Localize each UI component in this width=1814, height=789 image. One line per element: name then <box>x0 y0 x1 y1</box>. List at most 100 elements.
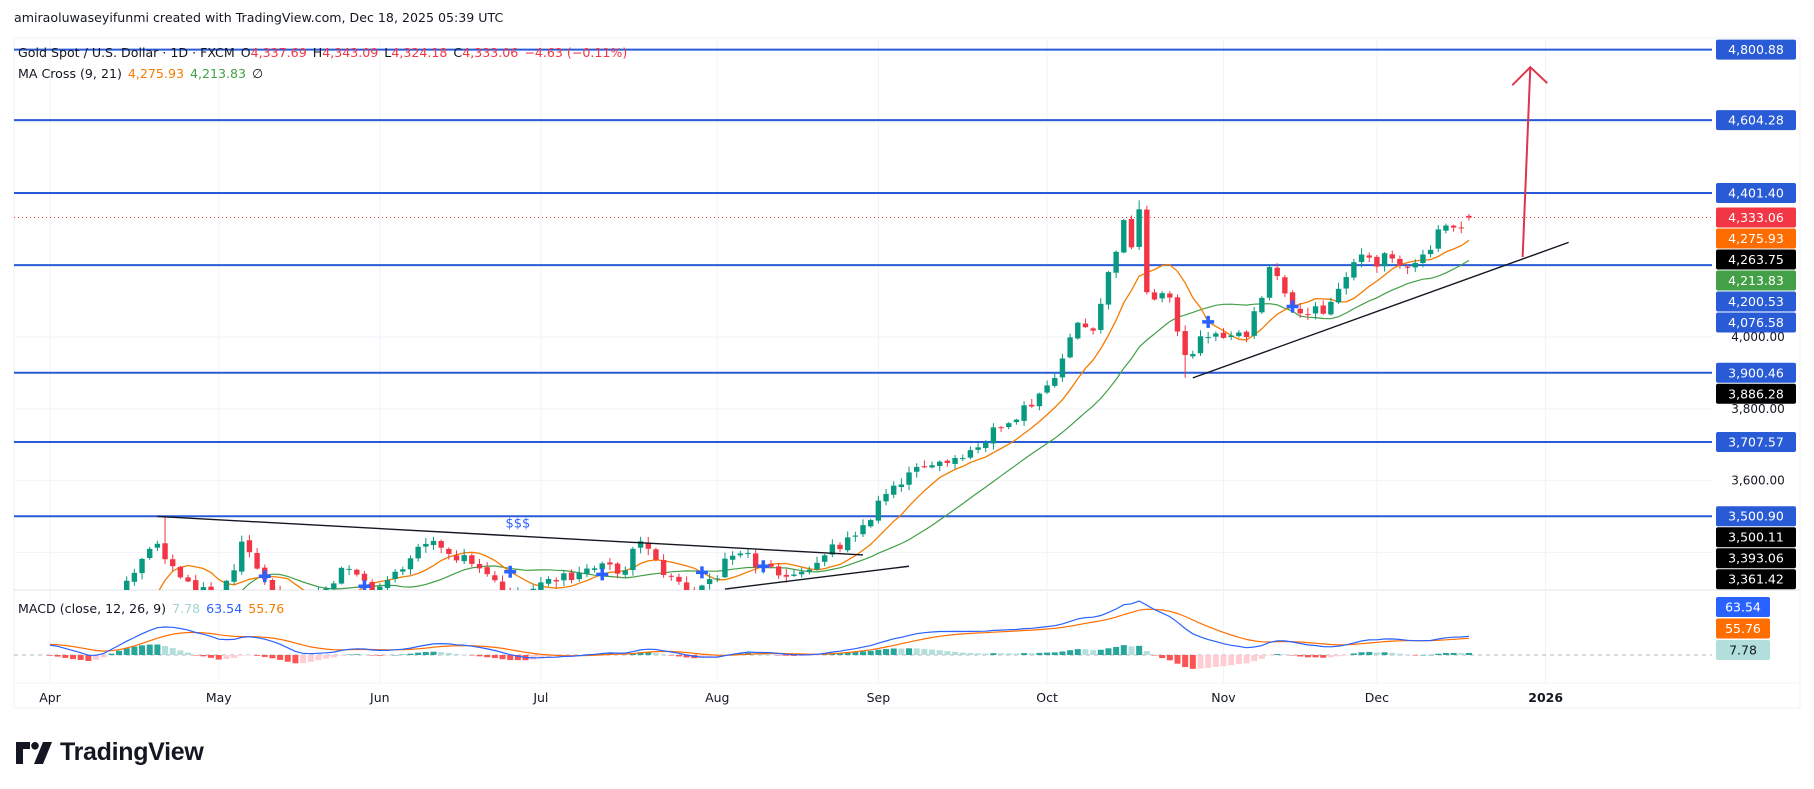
price-axis-label-bg <box>1716 183 1796 203</box>
price-axis-label-bg <box>1716 506 1796 527</box>
macd-histogram-bar <box>1021 653 1028 655</box>
candle <box>852 531 859 542</box>
candle-body <box>660 560 667 576</box>
macd-histogram-bar <box>1450 652 1457 655</box>
macd-histogram-bar <box>422 652 429 655</box>
candle-body <box>446 548 452 554</box>
price-axis-label-bg <box>1716 312 1796 333</box>
attribution-text: amiraoluwaseyifunmi created with Trading… <box>14 10 504 25</box>
candle <box>407 555 414 575</box>
candle-body <box>1351 262 1357 278</box>
macd-histogram-bar <box>1320 655 1327 658</box>
candle-body <box>1075 322 1081 339</box>
macd-title[interactable]: MACD (close, 12, 26, 9) <box>18 601 167 616</box>
trendline-ascending-support[interactable] <box>1192 241 1569 379</box>
macd-histogram-bar <box>445 652 452 655</box>
candle-body <box>798 571 805 575</box>
candle <box>484 562 490 577</box>
macd-histogram-bar <box>269 655 276 659</box>
macd-histogram-bar <box>1312 655 1319 658</box>
candle-body <box>645 542 651 549</box>
candle <box>553 577 559 588</box>
candle <box>1328 297 1334 316</box>
price-axis-label-trend: 3,886.28 <box>1716 383 1796 404</box>
projection-arrow[interactable] <box>1521 67 1532 258</box>
candle <box>293 616 298 632</box>
macd-histogram-bar <box>844 652 851 655</box>
macd-histogram-bar <box>315 655 322 661</box>
macd-histogram-bar <box>1105 648 1112 655</box>
macd-histogram-bar <box>929 649 936 655</box>
ma-cross-marker <box>1286 300 1299 313</box>
macd-histogram-bar <box>975 653 982 655</box>
macd-axis-label-bg <box>1716 640 1770 660</box>
candle <box>1305 307 1311 320</box>
candle-body <box>407 558 414 570</box>
candle <box>461 548 467 565</box>
macd-histogram-bar <box>637 652 644 655</box>
candle <box>568 569 575 584</box>
candle-body <box>499 581 506 590</box>
tradingview-logo[interactable]: TradingView <box>16 738 204 767</box>
macd-histogram-bar <box>1074 649 1081 655</box>
candle <box>837 541 843 553</box>
candle-body <box>1205 337 1211 339</box>
trendline-august-support[interactable] <box>724 565 910 590</box>
time-axis-tick: Jun <box>369 690 390 705</box>
macd-histogram-bar <box>1435 653 1442 655</box>
candle-body <box>1182 331 1188 356</box>
candle <box>1067 333 1073 359</box>
candle-body <box>1305 314 1311 316</box>
macd-histogram-bar <box>300 655 307 664</box>
macd-histogram-bar <box>1304 655 1311 658</box>
candle-body <box>668 575 674 577</box>
macd-histogram-bar <box>852 651 859 655</box>
candle-body <box>676 576 682 582</box>
macd-legend: MACD (close, 12, 26, 9) 7.78 63.54 55.76 <box>18 601 290 616</box>
candle <box>952 455 958 469</box>
candle-body <box>1389 254 1395 259</box>
macd-histogram-bar <box>415 652 422 655</box>
symbol-title[interactable]: Gold Spot / U.S. Dollar · 1D · FXCM <box>18 45 235 60</box>
candle-body <box>316 592 321 602</box>
candle <box>499 575 506 590</box>
candle-body <box>860 525 866 535</box>
macd-histogram-bar <box>530 655 537 660</box>
ma-slow-value: 4,213.83 <box>189 66 247 81</box>
candle-body <box>438 541 444 548</box>
price-axis-tick: 4,000.00 <box>1731 330 1784 344</box>
candle <box>1450 224 1457 232</box>
candle-body <box>561 573 567 581</box>
candle <box>415 543 421 562</box>
macd-histogram-bar <box>407 653 414 655</box>
candle <box>775 563 782 579</box>
candle-body <box>1113 251 1119 273</box>
candle <box>279 585 281 590</box>
price-axis-label-bg <box>1716 569 1796 590</box>
candle-body <box>1082 323 1089 328</box>
trendline-descending-resistance[interactable] <box>157 515 864 556</box>
price-axis-label-text: 3,361.42 <box>1728 572 1784 587</box>
macd-histogram-bar <box>438 652 445 655</box>
candle <box>1006 422 1012 430</box>
macd-histogram-bar <box>1128 646 1135 655</box>
candle-body <box>768 563 774 567</box>
macd-axis-label-text: 7.78 <box>1729 643 1757 658</box>
macd-histogram-bar <box>990 653 997 655</box>
candle-body <box>1098 303 1104 330</box>
ma-cross-legend: MA Cross (9, 21) 4,275.93 4,213.83 ∅ <box>18 66 269 81</box>
ma-cross-title[interactable]: MA Cross (9, 21) <box>18 66 122 81</box>
macd-histogram-bar <box>346 654 353 656</box>
candle <box>55 652 60 666</box>
candle <box>154 540 161 552</box>
candle-body <box>246 540 253 553</box>
price-axis-label-text: 4,800.88 <box>1728 42 1784 57</box>
candle-body <box>837 544 843 550</box>
macd-histogram-bar <box>1059 651 1066 655</box>
candle <box>668 573 674 581</box>
price-axis-label-bg <box>1716 249 1796 270</box>
candle-body <box>1266 267 1273 298</box>
candle <box>752 548 759 574</box>
candle-body <box>1174 297 1181 332</box>
